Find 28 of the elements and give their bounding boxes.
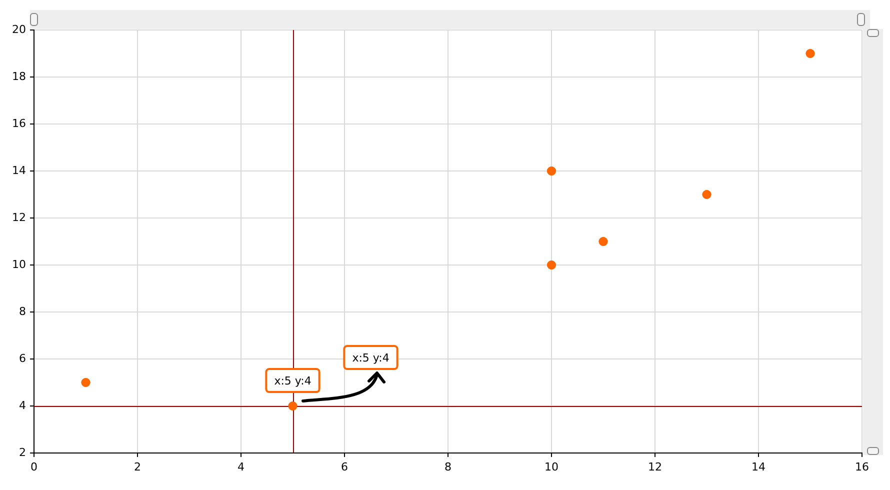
point bbox=[547, 260, 556, 270]
y-tick-label: 4 bbox=[19, 398, 26, 412]
x-tick-label: 6 bbox=[341, 460, 348, 474]
annotation: x:5 y:4 bbox=[352, 351, 390, 364]
x-tick-label: 0 bbox=[30, 460, 38, 474]
point bbox=[702, 190, 712, 199]
x-tick-label: 14 bbox=[752, 460, 766, 474]
x-tick-label: 4 bbox=[238, 460, 244, 474]
point bbox=[81, 378, 90, 387]
y-tick-label: 10 bbox=[12, 258, 26, 271]
x-tick-label: 2 bbox=[134, 460, 141, 474]
x-tick-label: 12 bbox=[648, 460, 662, 474]
point bbox=[288, 402, 298, 410]
y-tick-label: 18 bbox=[12, 70, 26, 83]
point bbox=[806, 49, 815, 58]
x-tick-label: 16 bbox=[855, 460, 869, 474]
x-tick-label: 10 bbox=[544, 460, 558, 474]
y-tick-label: 6 bbox=[19, 352, 26, 365]
y-tick-label: 14 bbox=[12, 164, 26, 177]
y-tick-label: 20 bbox=[12, 22, 26, 36]
x-tick-label: 8 bbox=[444, 460, 452, 474]
annotation: x:5 y:4 bbox=[274, 374, 312, 388]
y-tick-label: 12 bbox=[12, 210, 26, 224]
y-tick-label: 16 bbox=[12, 116, 26, 130]
y-tick-label: 2 bbox=[19, 446, 26, 459]
y-tick-label: 8 bbox=[19, 304, 26, 318]
point bbox=[547, 166, 556, 176]
point bbox=[598, 237, 608, 246]
